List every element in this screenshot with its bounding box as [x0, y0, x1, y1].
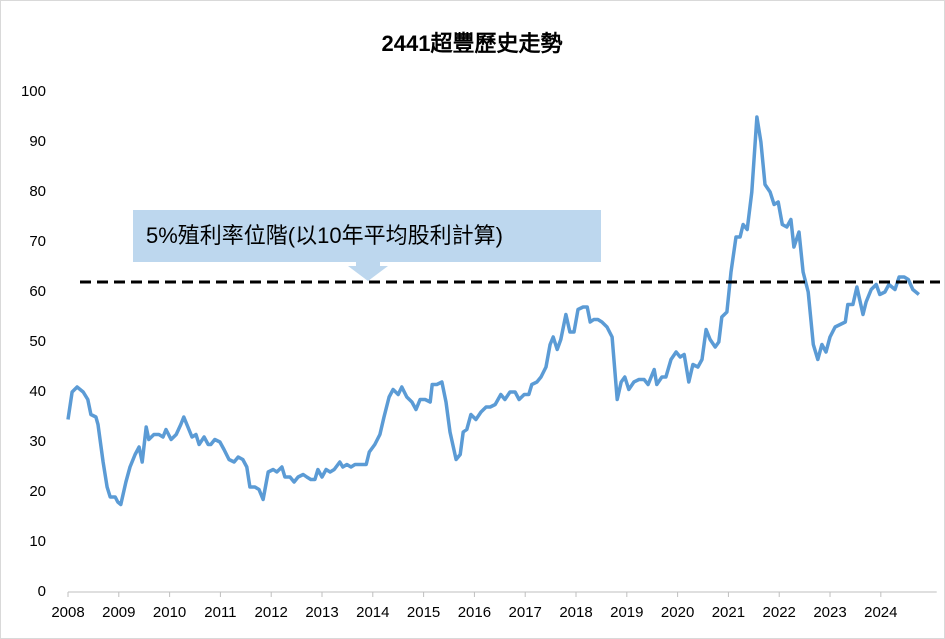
y-tick-label: 70: [29, 233, 46, 250]
x-tick-label: 2012: [255, 604, 288, 621]
x-tick-label: 2021: [712, 604, 745, 621]
y-tick-label: 50: [29, 333, 46, 350]
x-tick-label: 2024: [864, 604, 897, 621]
x-tick-label: 2008: [51, 604, 84, 621]
x-tick-label: 2009: [102, 604, 135, 621]
y-tick-label: 40: [29, 383, 46, 400]
y-tick-label: 60: [29, 283, 46, 300]
annotation-text: 5%殖利率位階(以10年平均股利計算): [146, 223, 503, 248]
chart-title: 2441超豐歷史走勢: [382, 31, 563, 56]
annotation-box: [133, 210, 601, 262]
x-tick-label: 2014: [356, 604, 389, 621]
x-tick-label: 2013: [305, 604, 338, 621]
y-tick-label: 20: [29, 483, 46, 500]
x-tick-label: 2023: [813, 604, 846, 621]
annotation-arrow: [348, 262, 388, 281]
y-tick-label: 10: [29, 533, 46, 550]
x-tick-label: 2022: [763, 604, 796, 621]
y-tick-label: 100: [21, 83, 46, 100]
x-tick-label: 2015: [407, 604, 440, 621]
x-tick-label: 2010: [153, 604, 186, 621]
x-tick-label: 2017: [509, 604, 542, 621]
y-tick-label: 30: [29, 433, 46, 450]
y-tick-label: 80: [29, 183, 46, 200]
x-tick-label: 2011: [204, 604, 236, 621]
y-tick-label: 90: [29, 133, 46, 150]
x-tick-label: 2016: [458, 604, 491, 621]
x-tick-label: 2019: [610, 604, 643, 621]
x-tick-label: 2020: [661, 604, 694, 621]
x-tick-label: 2018: [559, 604, 592, 621]
price-line: [66, 115, 921, 507]
y-tick-label: 0: [38, 583, 46, 600]
